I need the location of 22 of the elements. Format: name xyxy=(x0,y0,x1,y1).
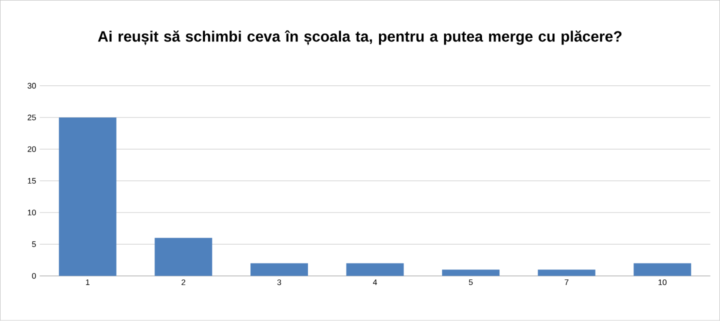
chart-title: Ai reușit să schimbi ceva în școala ta, pentru a putea merge cu plăcere? xyxy=(98,30,622,46)
bar xyxy=(538,270,596,276)
y-tick-label: 5 xyxy=(32,242,36,248)
bar xyxy=(634,263,692,276)
x-tick-label: 1 xyxy=(86,280,90,286)
bar xyxy=(58,118,116,276)
bar xyxy=(346,263,404,276)
x-tick-label: 3 xyxy=(277,280,282,286)
x-tick-label: 7 xyxy=(564,280,568,286)
y-tick-label: 25 xyxy=(28,114,36,120)
bar xyxy=(250,263,308,276)
y-tick-label: 15 xyxy=(28,178,36,184)
y-tick-label: 20 xyxy=(28,146,36,152)
bar xyxy=(442,270,500,276)
x-tick-label: 4 xyxy=(372,280,378,286)
x-tick-label: 5 xyxy=(468,280,473,286)
bar xyxy=(154,238,212,276)
y-tick-label: 30 xyxy=(28,83,36,89)
y-tick-label: 0 xyxy=(32,273,36,279)
y-tick-label: 10 xyxy=(28,210,36,216)
x-tick-label: 10 xyxy=(658,280,667,286)
x-tick-label: 2 xyxy=(182,280,186,286)
